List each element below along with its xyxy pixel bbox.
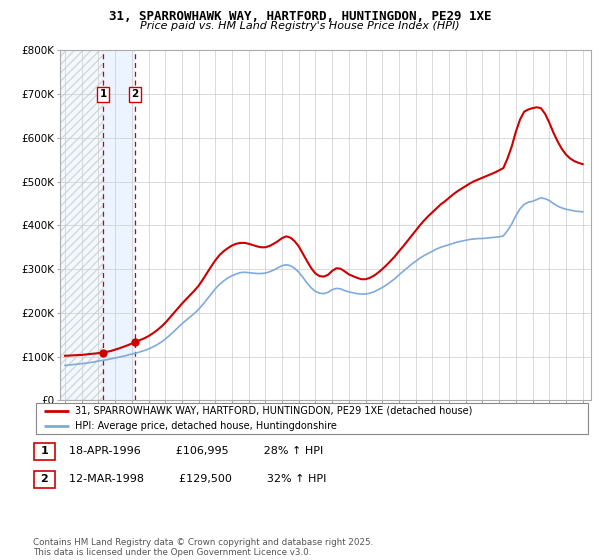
FancyBboxPatch shape [36,403,588,434]
Text: 31, SPARROWHAWK WAY, HARTFORD, HUNTINGDON, PE29 1XE: 31, SPARROWHAWK WAY, HARTFORD, HUNTINGDO… [109,10,491,22]
Text: 31, SPARROWHAWK WAY, HARTFORD, HUNTINGDON, PE29 1XE (detached house): 31, SPARROWHAWK WAY, HARTFORD, HUNTINGDO… [74,406,472,416]
Text: 1: 1 [41,446,48,456]
Text: 1: 1 [100,89,107,99]
Text: 12-MAR-1998          £129,500          32% ↑ HPI: 12-MAR-1998 £129,500 32% ↑ HPI [69,474,326,484]
Bar [60,50,103,400]
Text: Contains HM Land Registry data © Crown copyright and database right 2025.
This d: Contains HM Land Registry data © Crown c… [33,538,373,557]
Bar [103,50,135,400]
Text: Price paid vs. HM Land Registry's House Price Index (HPI): Price paid vs. HM Land Registry's House … [140,21,460,31]
Text: 2: 2 [41,474,48,484]
Bar [60,50,103,400]
FancyBboxPatch shape [34,471,55,488]
FancyBboxPatch shape [34,443,55,460]
Text: HPI: Average price, detached house, Huntingdonshire: HPI: Average price, detached house, Hunt… [74,421,337,431]
Text: 18-APR-1996          £106,995          28% ↑ HPI: 18-APR-1996 £106,995 28% ↑ HPI [69,446,323,456]
Text: 2: 2 [131,89,139,99]
